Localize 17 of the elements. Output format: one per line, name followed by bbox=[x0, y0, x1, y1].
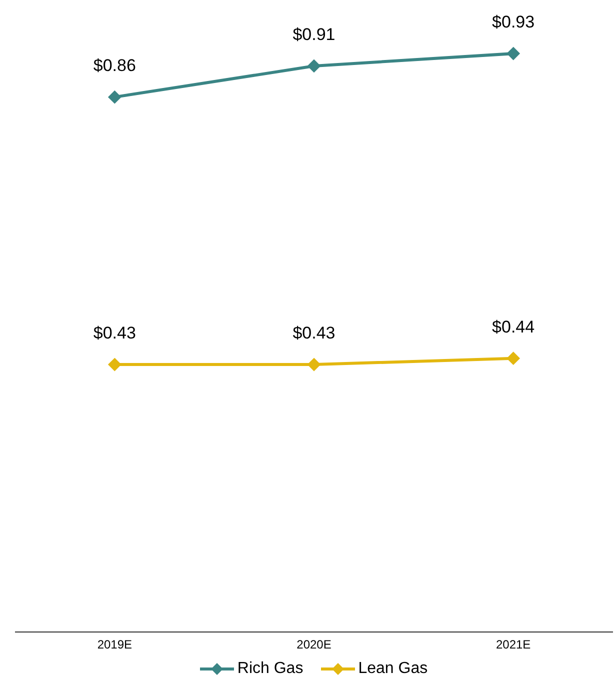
legend-label: Rich Gas bbox=[237, 660, 304, 678]
point bbox=[308, 59, 320, 72]
data-label: $0.44 bbox=[492, 317, 535, 336]
data-label: $0.91 bbox=[292, 24, 336, 44]
point bbox=[506, 47, 520, 60]
point bbox=[308, 358, 320, 372]
data-label: $0.43 bbox=[292, 324, 336, 343]
point bbox=[506, 352, 520, 365]
data-label: $0.93 bbox=[492, 12, 535, 32]
point bbox=[108, 90, 122, 104]
x-tick-label: 2021E bbox=[496, 638, 531, 652]
x-tick-label: 2020E bbox=[296, 638, 332, 652]
data-label: $0.43 bbox=[93, 324, 136, 343]
legend-label: Lean Gas bbox=[358, 660, 428, 678]
data-label: $0.86 bbox=[93, 56, 136, 76]
x-tick-label: 2019E bbox=[97, 638, 132, 652]
point bbox=[108, 358, 122, 372]
